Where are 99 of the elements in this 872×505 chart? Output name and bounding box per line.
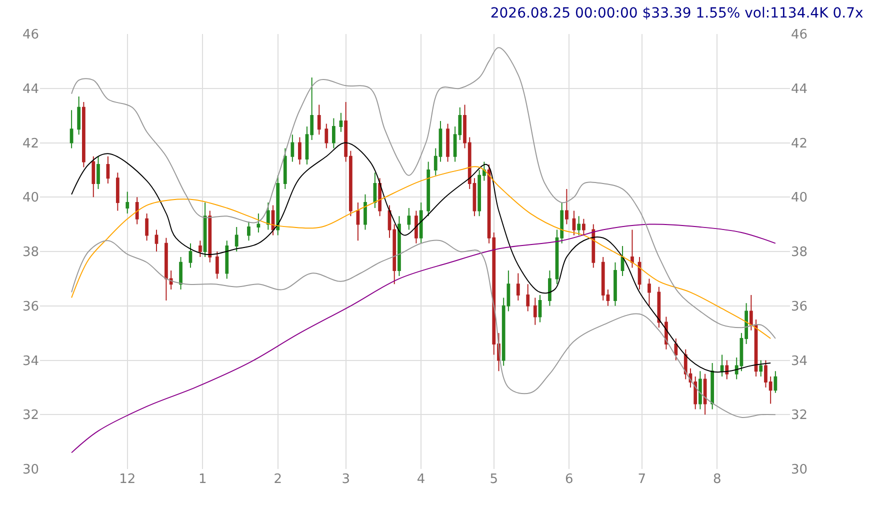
candlestick bbox=[414, 210, 418, 244]
y2-tick-label: 30 bbox=[791, 462, 808, 478]
candlestick bbox=[572, 210, 576, 236]
candlestick bbox=[298, 136, 302, 165]
candlestick bbox=[398, 216, 401, 276]
x-tick-label: 7 bbox=[638, 472, 646, 487]
candlestick bbox=[198, 240, 202, 258]
candlestick bbox=[290, 134, 294, 162]
candlestick bbox=[356, 202, 360, 242]
candlestick bbox=[96, 156, 100, 190]
y-tick-label: 46 bbox=[22, 28, 39, 43]
candlestick bbox=[759, 360, 763, 378]
y2-tick-label: 44 bbox=[791, 82, 808, 97]
y2-tick-label: 32 bbox=[791, 408, 808, 424]
candlestick bbox=[446, 123, 450, 162]
candlestick bbox=[203, 202, 207, 258]
x-tick-label: 2 bbox=[274, 472, 282, 487]
candlestick bbox=[694, 376, 698, 410]
candlestick bbox=[373, 172, 377, 208]
x-tick-label: 12 bbox=[119, 472, 136, 487]
line-series bbox=[71, 166, 772, 339]
y2-tick-label: 46 bbox=[791, 28, 808, 43]
candlestick bbox=[106, 156, 110, 184]
candlestick bbox=[630, 229, 634, 268]
line-series bbox=[71, 224, 776, 454]
candlestick bbox=[538, 294, 542, 323]
candlestick bbox=[774, 370, 778, 394]
chart-title: 2026.08.25 00:00:00 $33.39 1.55% vol:1134.4K 0.7x bbox=[490, 5, 864, 22]
candlestick bbox=[116, 172, 120, 212]
candlestick bbox=[179, 256, 182, 290]
candlestick bbox=[582, 218, 586, 236]
candlestick bbox=[364, 194, 367, 230]
line-series bbox=[71, 240, 776, 418]
candlestick bbox=[283, 148, 287, 190]
candlestick bbox=[154, 229, 158, 252]
candlestick bbox=[266, 202, 270, 230]
x-tick-label: 8 bbox=[713, 472, 722, 487]
candlestick bbox=[126, 191, 130, 214]
y2-tick-label: 36 bbox=[791, 299, 808, 314]
candlestick bbox=[339, 112, 343, 132]
y-tick-label: 44 bbox=[22, 82, 39, 97]
candlestick bbox=[749, 294, 753, 331]
candlestick bbox=[317, 104, 321, 136]
candlestick bbox=[324, 123, 328, 149]
x-tick-label: 4 bbox=[416, 472, 426, 487]
candlestick bbox=[216, 251, 219, 280]
candlestick bbox=[225, 240, 229, 280]
candlestick bbox=[638, 256, 642, 290]
candlestick bbox=[674, 338, 678, 361]
candlestick bbox=[657, 286, 661, 328]
y-tick-label: 38 bbox=[22, 245, 39, 260]
x-tick-label: 6 bbox=[564, 472, 574, 487]
line-series bbox=[71, 47, 776, 339]
candlestick bbox=[419, 202, 423, 244]
y-tick-label: 34 bbox=[22, 354, 39, 369]
line-series bbox=[71, 142, 772, 372]
candlestick bbox=[426, 161, 430, 217]
candlestick bbox=[725, 360, 729, 380]
candlestick bbox=[516, 272, 520, 301]
candlestick bbox=[703, 373, 707, 416]
x-tick-label: 1 bbox=[198, 472, 207, 487]
y-tick-label: 40 bbox=[22, 190, 39, 206]
candlestick bbox=[247, 221, 250, 242]
candlestick bbox=[577, 216, 581, 236]
candlestick bbox=[82, 101, 86, 168]
y-tick-label: 30 bbox=[22, 462, 39, 478]
y2-tick-label: 40 bbox=[791, 190, 808, 206]
candlestick bbox=[548, 270, 552, 306]
candlestick bbox=[208, 210, 212, 263]
candlestick bbox=[188, 242, 192, 268]
candlestick bbox=[92, 156, 96, 198]
candlestick bbox=[135, 196, 139, 225]
candlestick bbox=[720, 354, 724, 378]
y-tick-label: 36 bbox=[22, 299, 39, 314]
candlestick bbox=[378, 178, 382, 217]
candlestick bbox=[234, 226, 238, 252]
candlestick bbox=[698, 370, 702, 410]
candlestick bbox=[533, 297, 537, 326]
y-tick-label: 42 bbox=[22, 136, 39, 152]
y2-tick-label: 38 bbox=[791, 245, 808, 260]
y-tick-label: 32 bbox=[22, 408, 39, 424]
candlestick bbox=[565, 188, 568, 225]
candlestick bbox=[332, 118, 336, 149]
candlestick bbox=[276, 174, 280, 236]
candlestick bbox=[526, 284, 530, 312]
candlestick bbox=[592, 224, 596, 268]
candlestick bbox=[710, 362, 714, 410]
candlestick bbox=[407, 208, 411, 230]
y2-tick-label: 42 bbox=[791, 136, 808, 152]
candlestick bbox=[145, 212, 148, 242]
candlestick bbox=[70, 110, 74, 149]
candlestick bbox=[620, 246, 624, 276]
candlestick bbox=[77, 96, 81, 136]
x-tick-label: 5 bbox=[490, 472, 498, 487]
candlestick bbox=[614, 262, 617, 306]
candlestick bbox=[648, 278, 651, 306]
y2-tick-label: 34 bbox=[791, 354, 808, 369]
x-tick-label: 3 bbox=[342, 472, 350, 487]
candlestick bbox=[256, 212, 260, 233]
